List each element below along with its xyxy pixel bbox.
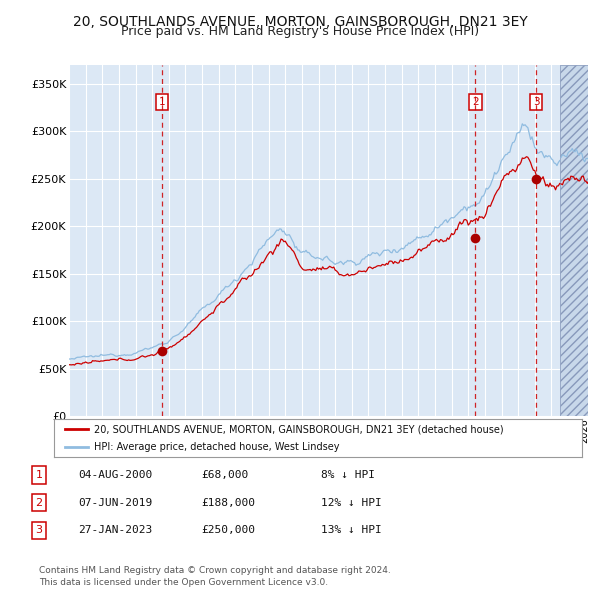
Text: Price paid vs. HM Land Registry's House Price Index (HPI): Price paid vs. HM Land Registry's House … (121, 25, 479, 38)
Text: 20, SOUTHLANDS AVENUE, MORTON, GAINSBOROUGH, DN21 3EY: 20, SOUTHLANDS AVENUE, MORTON, GAINSBORO… (73, 15, 527, 29)
Text: £250,000: £250,000 (201, 526, 255, 535)
Text: 20, SOUTHLANDS AVENUE, MORTON, GAINSBOROUGH, DN21 3EY (detached house): 20, SOUTHLANDS AVENUE, MORTON, GAINSBORO… (94, 424, 503, 434)
Text: Contains HM Land Registry data © Crown copyright and database right 2024.
This d: Contains HM Land Registry data © Crown c… (39, 566, 391, 587)
Text: 13% ↓ HPI: 13% ↓ HPI (321, 526, 382, 535)
Text: HPI: Average price, detached house, West Lindsey: HPI: Average price, detached house, West… (94, 442, 339, 452)
Bar (560, 65, 593, 416)
Bar (560, 65, 593, 416)
Text: 1: 1 (158, 97, 165, 107)
Text: 27-JAN-2023: 27-JAN-2023 (78, 526, 152, 535)
Text: 04-AUG-2000: 04-AUG-2000 (78, 470, 152, 480)
Text: 8% ↓ HPI: 8% ↓ HPI (321, 470, 375, 480)
Text: £188,000: £188,000 (201, 498, 255, 507)
Text: 12% ↓ HPI: 12% ↓ HPI (321, 498, 382, 507)
Text: 07-JUN-2019: 07-JUN-2019 (78, 498, 152, 507)
Text: £68,000: £68,000 (201, 470, 248, 480)
Text: 1: 1 (35, 470, 43, 480)
Text: 2: 2 (472, 97, 479, 107)
Text: 3: 3 (533, 97, 539, 107)
Text: 2: 2 (35, 498, 43, 507)
Text: 3: 3 (35, 526, 43, 535)
